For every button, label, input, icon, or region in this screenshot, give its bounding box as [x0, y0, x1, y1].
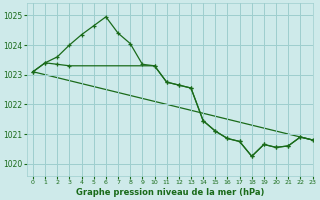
X-axis label: Graphe pression niveau de la mer (hPa): Graphe pression niveau de la mer (hPa) [76, 188, 264, 197]
